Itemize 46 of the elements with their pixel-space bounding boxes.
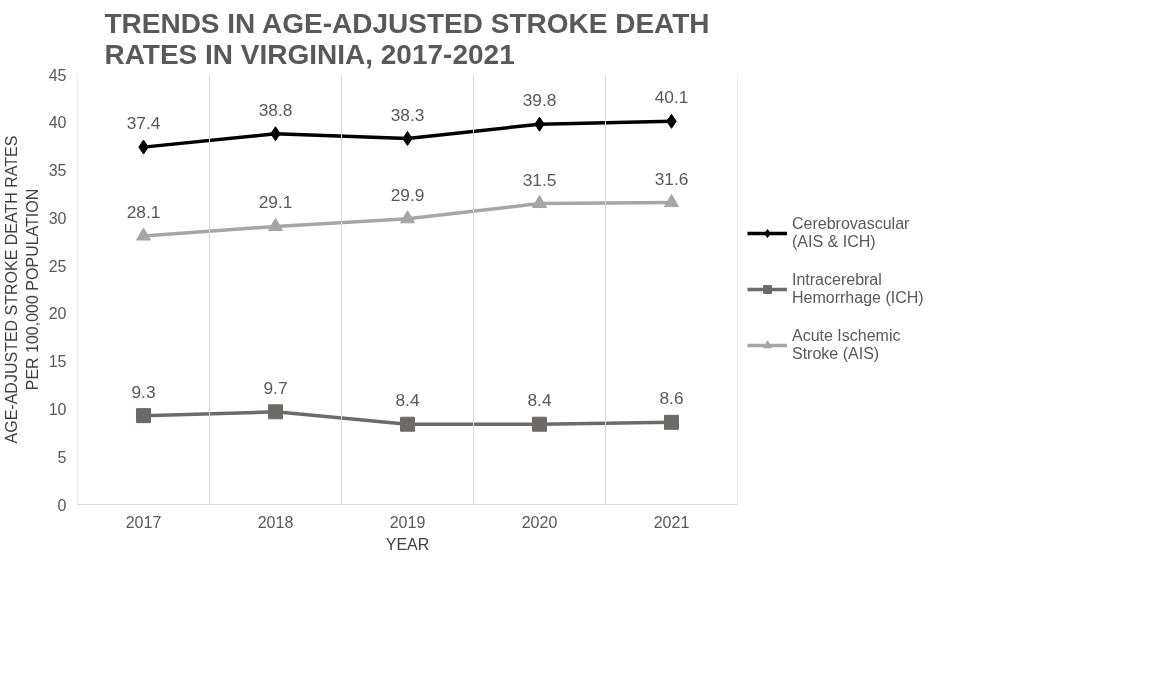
y-tick-label: 20: [48, 305, 67, 323]
data-label: 29.9: [390, 184, 425, 205]
point: [268, 217, 283, 231]
y-tick-label: 45: [48, 66, 67, 84]
x-tick-label: 2019: [389, 513, 426, 531]
y-tick-label: 25: [48, 257, 67, 275]
data-label: 39.8: [522, 90, 557, 111]
point: [136, 408, 151, 424]
data-label: 29.1: [258, 192, 293, 213]
chart-title: TRENDS IN AGE-ADJUSTED STROKE DEATH RATES IN VIRGINIA, 2017-2021: [104, 7, 710, 70]
legend-label: Intracerebral Hemorrhage (ICH): [792, 271, 924, 307]
point: [400, 210, 415, 224]
point: [664, 414, 679, 430]
legend-label: Acute Ischemic Stroke (AIS): [792, 327, 901, 363]
y-tick-label: 40: [48, 114, 67, 132]
y-axis-title: AGE-ADJUSTED STROKE DEATH RATES PER 100,000 POPULATION: [3, 135, 41, 444]
data-label: 37.4: [126, 113, 161, 134]
y-tick-label: 5: [57, 448, 67, 466]
x-tick-label: 2017: [125, 513, 162, 531]
y-tick-label: 35: [48, 162, 67, 180]
data-label: 9.7: [263, 377, 288, 398]
data-label: 40.1: [654, 87, 689, 108]
point: [532, 194, 547, 209]
x-tick-label: 2018: [257, 513, 294, 531]
x-tick-label: 2021: [653, 513, 690, 531]
point: [664, 193, 679, 208]
x-tick-label: 2020: [521, 513, 558, 531]
point: [136, 227, 151, 241]
y-tick-label: 30: [48, 209, 67, 227]
data-label: 8.4: [527, 390, 552, 411]
data-label: 9.3: [131, 381, 156, 402]
x-axis-title: YEAR: [385, 535, 430, 553]
legend-label: Cerebrovascular (AIS & ICH): [792, 215, 910, 251]
data-label: 31.6: [654, 168, 689, 189]
point: [400, 416, 415, 432]
data-label: 8.4: [395, 390, 420, 411]
data-label: 31.5: [522, 169, 557, 190]
data-label: 38.3: [390, 104, 425, 125]
y-tick-label: 0: [57, 496, 67, 514]
point: [532, 416, 547, 432]
data-label: 28.1: [126, 201, 161, 222]
data-label: 38.8: [258, 99, 293, 120]
data-label: 8.6: [659, 388, 684, 409]
point: [268, 404, 283, 420]
y-tick-label: 15: [48, 353, 67, 371]
y-tick-label: 10: [48, 400, 67, 418]
